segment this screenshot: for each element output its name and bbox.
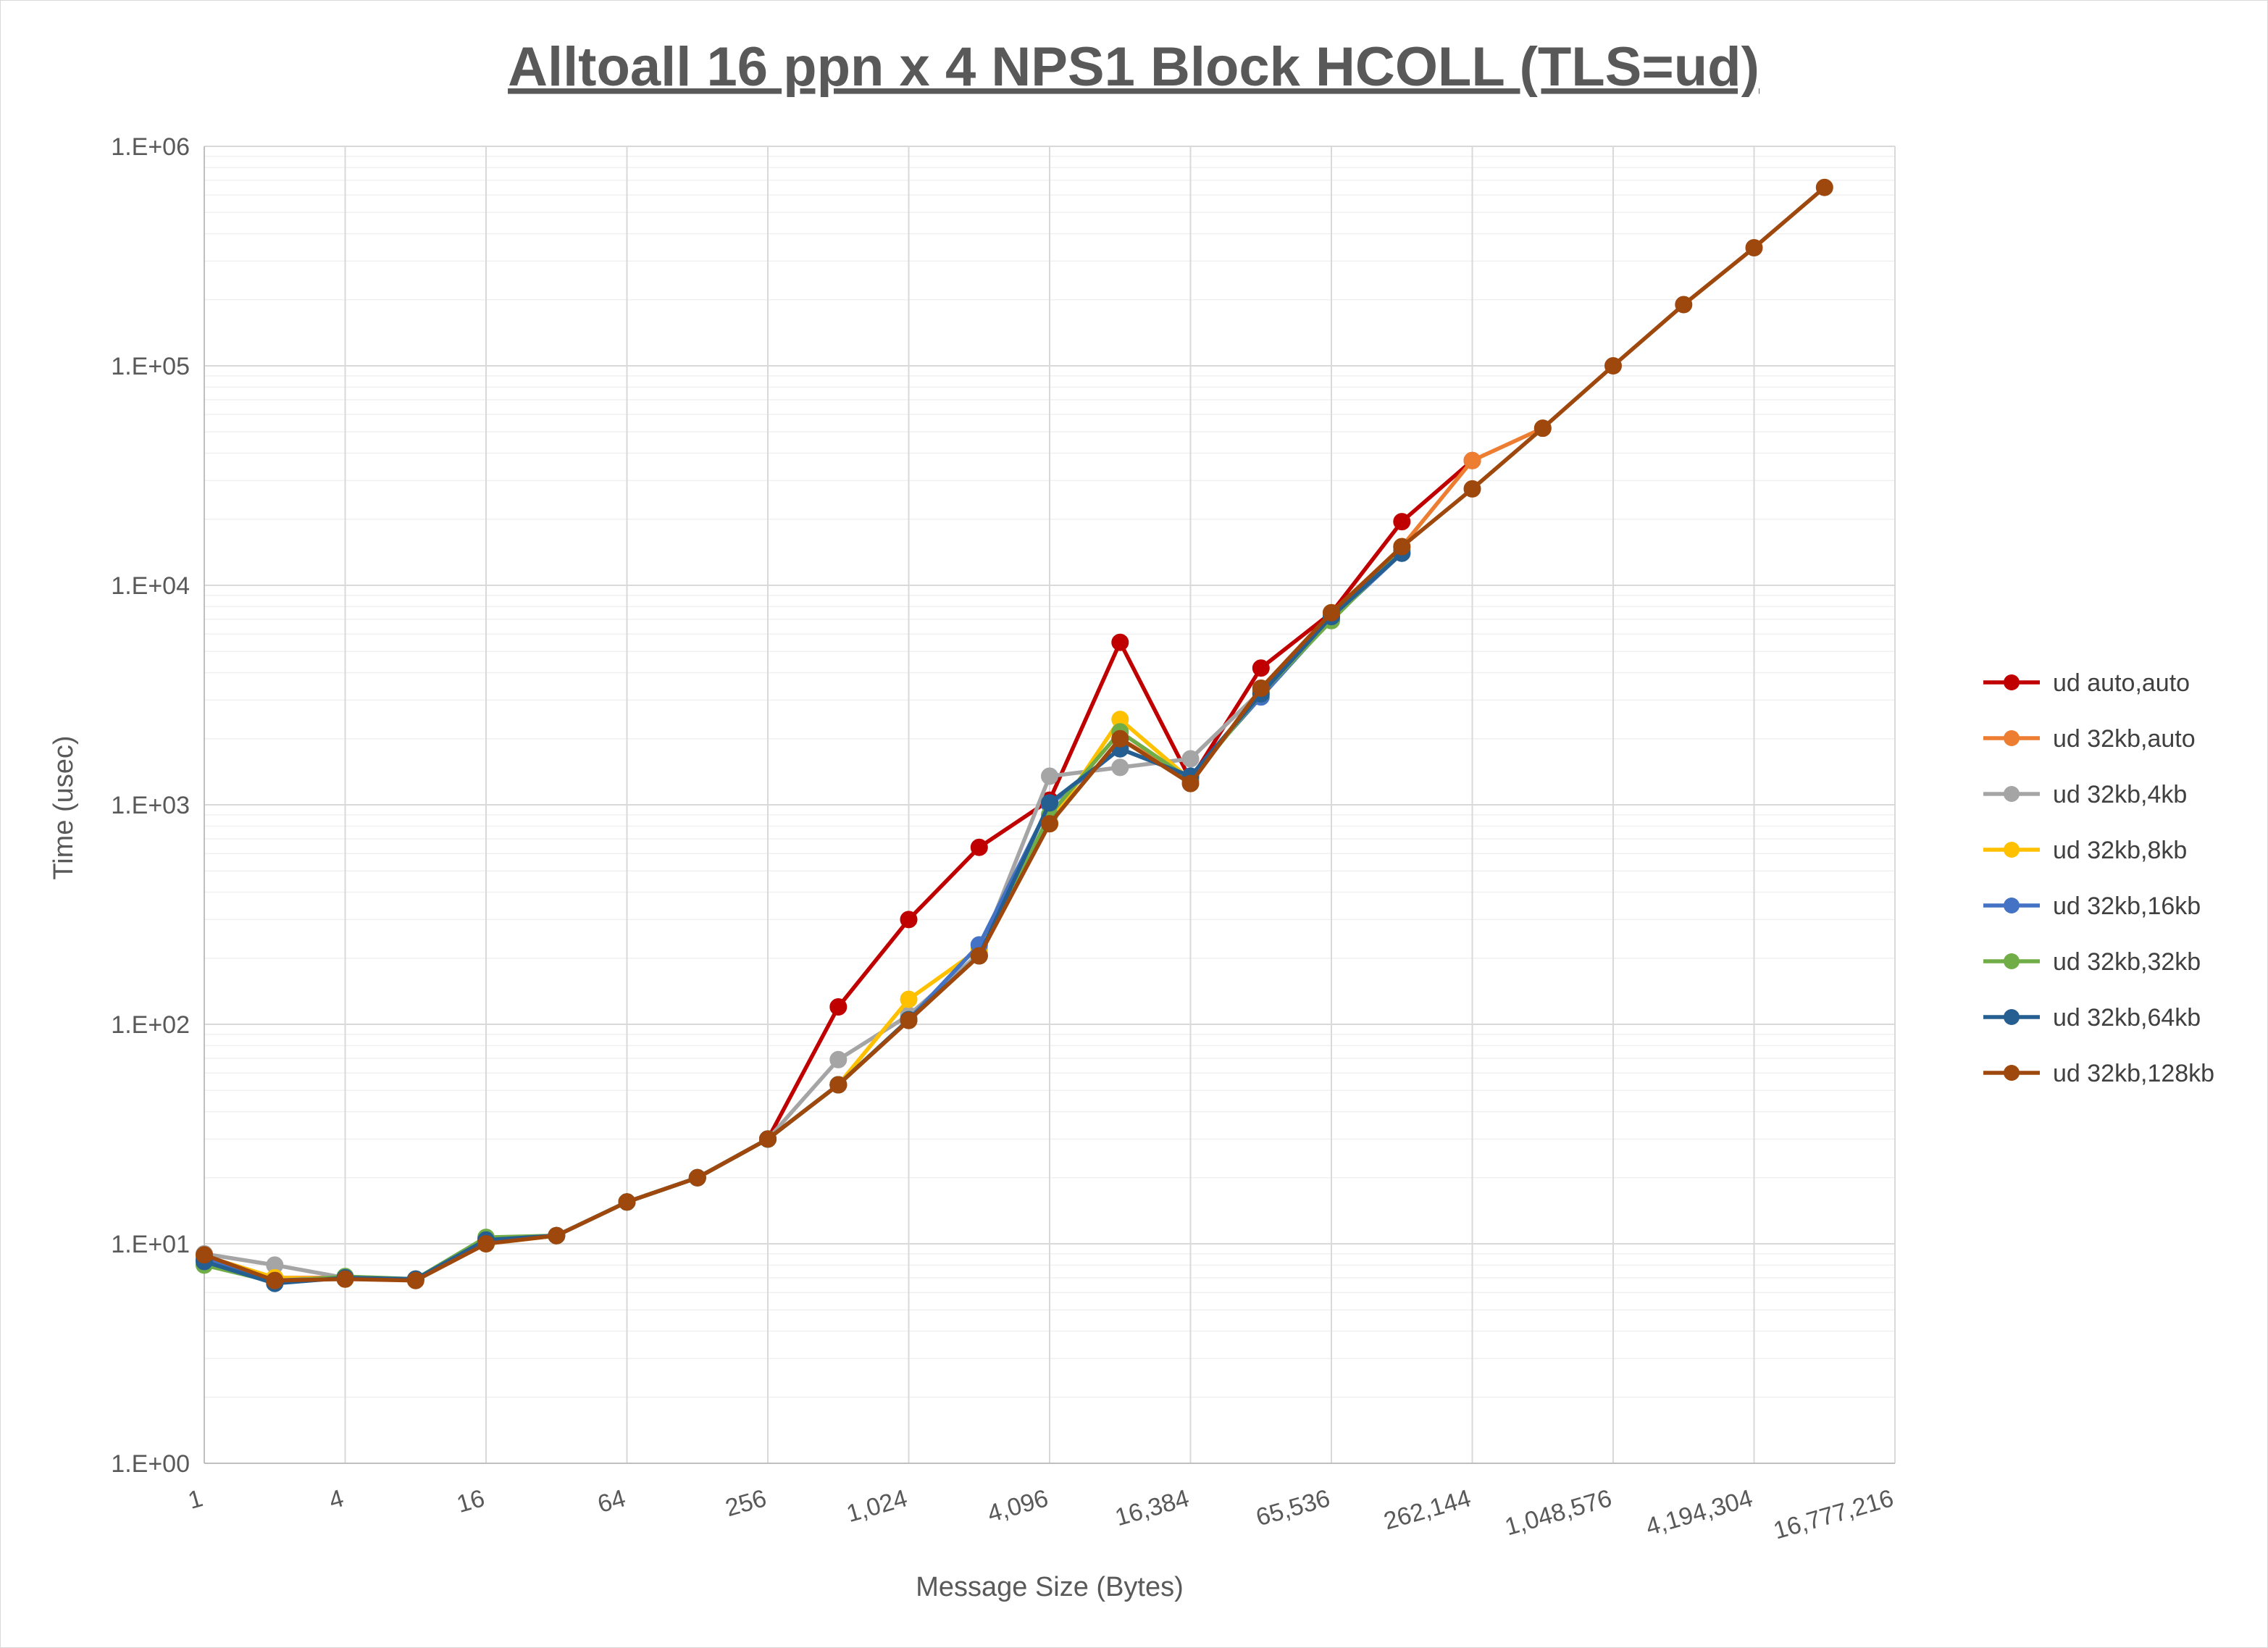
data-point <box>1745 239 1763 256</box>
data-point <box>1041 794 1058 812</box>
chart-title: Alltoall 16 ppn x 4 NPS1 Block HCOLL (TL… <box>508 36 1759 98</box>
legend: ud auto,auto ud 32kb,auto ud 32kb,4kb ud 32… <box>1983 669 2214 1087</box>
data-point <box>1604 357 1622 375</box>
data-point <box>829 1076 848 1094</box>
legend-marker <box>2004 1065 2020 1081</box>
y-tick-label: 1.E+05 <box>111 353 190 380</box>
y-tick-label: 1.E+00 <box>111 1450 190 1478</box>
legend-label: ud 32kb,4kb <box>2053 781 2187 808</box>
legend-entry: ud 32kb,128kb <box>1983 1060 2214 1087</box>
data-point <box>1252 659 1270 677</box>
legend-marker <box>2004 842 2020 858</box>
data-point <box>1463 451 1481 469</box>
y-axis-label: Time (usec) <box>49 735 79 879</box>
legend-entry: ud 32kb,32kb <box>1983 948 2201 976</box>
legend-marker <box>2004 786 2020 802</box>
legend-label: ud 32kb,32kb <box>2053 948 2201 976</box>
data-point <box>900 911 918 929</box>
data-point <box>336 1270 354 1288</box>
legend-label: ud 32kb,64kb <box>2053 1004 2201 1032</box>
legend-entry: ud 32kb,16kb <box>1983 892 2201 920</box>
series-group <box>196 178 1833 1292</box>
series-line <box>204 185 1826 1283</box>
data-point <box>1041 767 1058 785</box>
legend-marker <box>2004 1009 2020 1025</box>
y-tick-label: 1.E+06 <box>111 133 190 161</box>
legend-label: ud 32kb,8kb <box>2053 837 2187 864</box>
data-point <box>829 1050 848 1068</box>
legend-marker <box>2004 674 2020 690</box>
data-point <box>970 947 988 965</box>
data-point <box>900 1011 918 1029</box>
data-point <box>1111 633 1129 651</box>
y-tick-label: 1.E+03 <box>111 792 190 819</box>
data-point <box>618 1193 636 1211</box>
data-point <box>829 998 848 1016</box>
data-point <box>196 1246 213 1264</box>
data-point <box>1111 758 1129 777</box>
data-point <box>1252 679 1270 697</box>
legend-entry: ud 32kb,64kb <box>1983 1004 2201 1032</box>
y-tick-label: 1.E+02 <box>111 1011 190 1039</box>
data-point <box>1393 538 1411 556</box>
legend-entry: ud 32kb,auto <box>1983 725 2196 753</box>
data-point <box>1393 513 1411 531</box>
data-point <box>1111 729 1129 748</box>
data-point <box>900 990 918 1008</box>
legend-label: ud auto,auto <box>2053 669 2190 697</box>
legend-label: ud 32kb,16kb <box>2053 892 2201 920</box>
data-point <box>970 838 988 856</box>
data-point <box>688 1168 706 1187</box>
data-point <box>1041 815 1058 833</box>
data-point <box>1815 178 1833 196</box>
data-point <box>759 1130 777 1148</box>
legend-entry: ud auto,auto <box>1983 669 2190 697</box>
data-point <box>1533 419 1552 438</box>
legend-marker <box>2004 953 2020 969</box>
legend-entry: ud 32kb,4kb <box>1983 781 2187 808</box>
data-point <box>548 1226 566 1245</box>
y-tick-label: 1.E+04 <box>111 572 190 600</box>
x-axis-label: Message Size (Bytes) <box>916 1572 1184 1602</box>
legend-marker <box>2004 730 2020 746</box>
data-point <box>406 1271 424 1289</box>
y-tick-label: 1.E+01 <box>111 1231 190 1258</box>
data-point <box>477 1235 495 1252</box>
legend-label: ud 32kb,auto <box>2053 725 2196 753</box>
y-tick-labels: 1.E+00 1.E+01 1.E+02 1.E+03 1.E+04 1.E+05 1.E+… <box>111 133 190 1478</box>
legend-label: ud 32kb,128kb <box>2053 1060 2214 1087</box>
data-point <box>1181 774 1200 792</box>
data-point <box>1675 296 1693 314</box>
series-ud-32kb-128kb <box>196 178 1833 1289</box>
legend-marker <box>2004 898 2020 913</box>
axes <box>204 146 1895 1464</box>
data-point <box>1463 480 1481 498</box>
data-point <box>1181 750 1200 768</box>
data-point <box>266 1271 284 1289</box>
legend-entry: ud 32kb,8kb <box>1983 837 2187 864</box>
data-point <box>1323 603 1340 622</box>
